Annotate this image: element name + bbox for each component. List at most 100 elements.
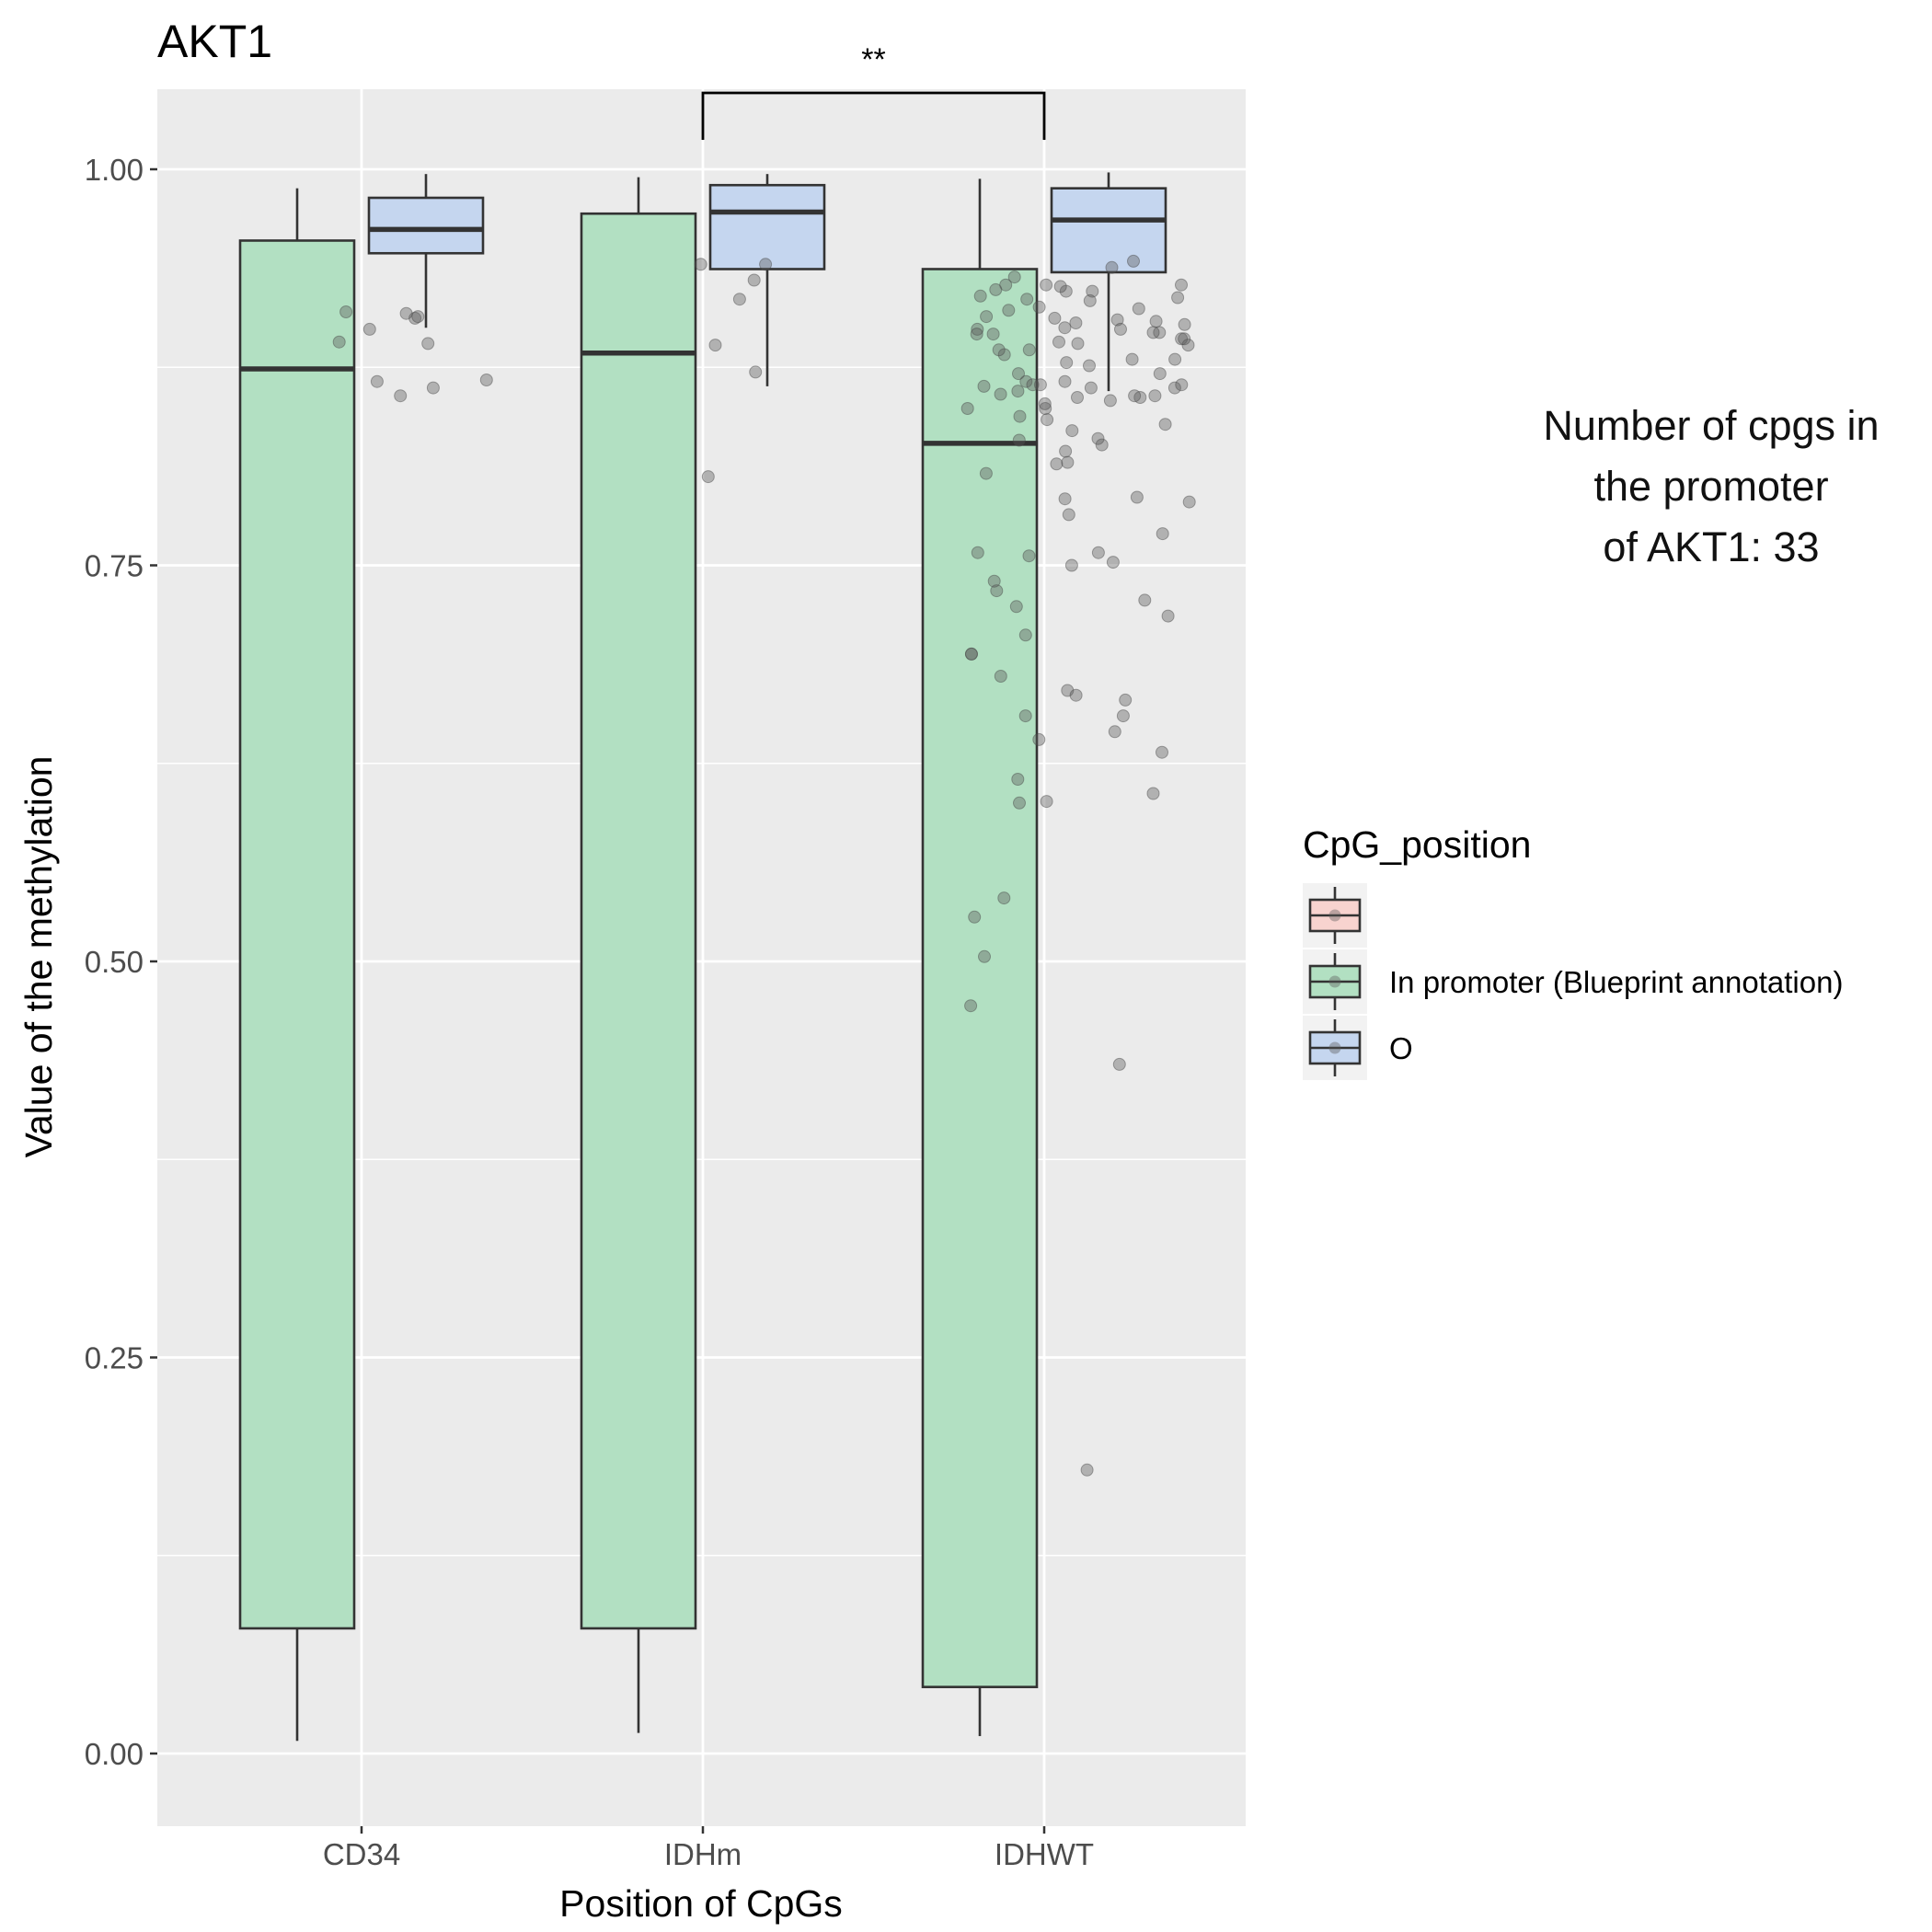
data-point (1058, 374, 1072, 388)
significance-layer: ** (701, 42, 1046, 140)
data-point (759, 258, 773, 271)
data-point (1175, 278, 1188, 292)
boxes-layer (238, 172, 1167, 1742)
data-point (1114, 322, 1127, 336)
data-point (986, 328, 1000, 341)
data-point (1149, 315, 1163, 328)
data-point (1011, 385, 1025, 398)
data-point (1105, 260, 1119, 274)
x-tick-label: IDHm (664, 1837, 742, 1871)
jitter-points-layer (332, 254, 1196, 1477)
data-point (1083, 359, 1096, 373)
data-point (964, 647, 978, 661)
data-point (992, 343, 1006, 357)
data-point (990, 584, 1004, 598)
box (1050, 187, 1167, 274)
data-point (1069, 316, 1083, 329)
data-point (1041, 413, 1054, 427)
data-point (1167, 381, 1181, 395)
data-point (1130, 490, 1144, 504)
data-point (1132, 302, 1145, 316)
annotation-line-2: the promoter (1593, 463, 1829, 510)
legend-entry-label: O (1389, 1031, 1413, 1065)
legend-key-point (1328, 1041, 1341, 1054)
data-point (1171, 291, 1185, 305)
data-point (1011, 773, 1025, 786)
box (921, 268, 1039, 1688)
data-point (1052, 335, 1065, 349)
legend: CpG_position In promoter (Blueprint annot… (1303, 823, 1843, 1080)
data-point (1128, 389, 1142, 403)
y-tick-label: 0.75 (85, 549, 144, 583)
data-point (1013, 409, 1027, 423)
data-point (362, 322, 376, 336)
legend-key-point (1328, 975, 1341, 988)
data-point (989, 282, 1003, 296)
data-point (1182, 495, 1196, 509)
data-point (1138, 593, 1152, 607)
data-point (1033, 378, 1047, 392)
data-point (1061, 455, 1075, 469)
data-point (1084, 381, 1098, 395)
data-point (1018, 628, 1032, 642)
data-point (968, 910, 982, 924)
data-point (426, 381, 440, 395)
data-point (1040, 278, 1053, 292)
data-point (1062, 508, 1075, 522)
data-point (1058, 492, 1072, 506)
data-point (1127, 254, 1140, 268)
data-point (977, 379, 991, 393)
data-point (960, 402, 974, 415)
data-point (1153, 326, 1167, 339)
data-point (701, 470, 715, 484)
data-point (1178, 332, 1191, 346)
data-point (1106, 556, 1120, 569)
data-point (1013, 796, 1026, 810)
data-point (1022, 549, 1036, 563)
data-point (1083, 293, 1097, 307)
significance-bracket (701, 91, 1046, 140)
data-point (964, 999, 978, 1013)
data-point (1178, 317, 1191, 331)
data-point (1071, 391, 1084, 404)
y-axis-title: Value of the methylation (17, 756, 60, 1158)
data-point (1058, 321, 1072, 335)
data-point (1019, 374, 1033, 388)
annotation-line-1: Number of cpgs in (1543, 402, 1880, 449)
data-point (1048, 311, 1062, 325)
data-point (408, 311, 422, 325)
data-point (1069, 688, 1083, 702)
data-point (1110, 313, 1124, 327)
data-point (479, 374, 493, 386)
data-point (1012, 433, 1026, 447)
data-point (979, 466, 993, 480)
data-point (971, 546, 984, 559)
data-point (1050, 457, 1064, 471)
data-point (994, 387, 1007, 401)
data-point (411, 310, 425, 324)
significance-label: ** (861, 42, 885, 77)
data-point (1002, 304, 1016, 317)
cpg-count-annotation: Number of cpgs in the promoter of AKT1: … (1490, 396, 1932, 578)
data-point (1158, 418, 1172, 431)
data-point (370, 374, 384, 388)
data-point (1112, 1057, 1126, 1071)
data-point (1071, 337, 1085, 351)
data-point (1133, 391, 1147, 404)
data-point (1032, 732, 1046, 746)
data-point (332, 335, 346, 349)
data-point (1007, 270, 1021, 284)
box (580, 212, 697, 1630)
data-point (421, 337, 435, 351)
data-point (399, 306, 413, 320)
data-point (1053, 280, 1067, 293)
data-point (1146, 326, 1160, 339)
box (238, 239, 356, 1630)
x-tick-label: IDHWT (995, 1837, 1094, 1871)
data-point (1103, 394, 1117, 408)
data-point (973, 289, 987, 303)
legend-title: CpG_position (1303, 823, 1531, 866)
data-point (971, 322, 984, 336)
data-point (1119, 693, 1133, 707)
